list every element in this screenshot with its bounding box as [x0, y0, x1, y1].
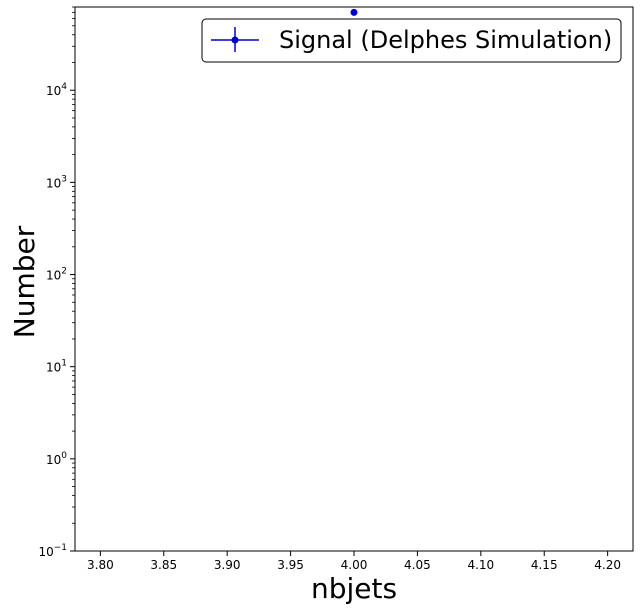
x-tick-label: 3.90: [214, 558, 241, 572]
y-tick-label: 103: [46, 174, 67, 190]
x-tick-label: 3.95: [277, 558, 304, 572]
legend-box: [201, 18, 622, 63]
x-tick-label: 3.80: [87, 558, 114, 572]
x-axis-label: nbjets: [311, 572, 397, 605]
legend: Signal (Delphes Simulation): [201, 18, 622, 63]
legend-point-marker: [231, 36, 239, 44]
x-tick-label: 4.00: [341, 558, 368, 572]
x-tick-label: 4.15: [531, 558, 558, 572]
plot-area: [74, 6, 634, 552]
y-tick-label: 100: [46, 451, 67, 467]
x-tick-label: 4.10: [467, 558, 494, 572]
y-tick-label: 102: [46, 267, 67, 283]
y-tick-label: 104: [46, 82, 67, 98]
legend-entry: Signal (Delphes Simulation): [279, 26, 612, 54]
y-tick-label: 101: [46, 359, 67, 375]
data-marks: [350, 8, 358, 16]
y-tick-label: 10−1: [38, 543, 67, 559]
plot-frame: [74, 6, 634, 552]
axes: 3.80 3.85 3.90 3.95 4.00 4.05 4.10 4.15 4.20 10−1…: [38, 6, 621, 572]
data-point: [350, 8, 358, 16]
x-tick-label: 3.85: [150, 558, 177, 572]
y-axis-label: Number: [8, 225, 41, 338]
x-tick-label: 4.20: [594, 558, 621, 572]
x-tick-label: 4.05: [404, 558, 431, 572]
